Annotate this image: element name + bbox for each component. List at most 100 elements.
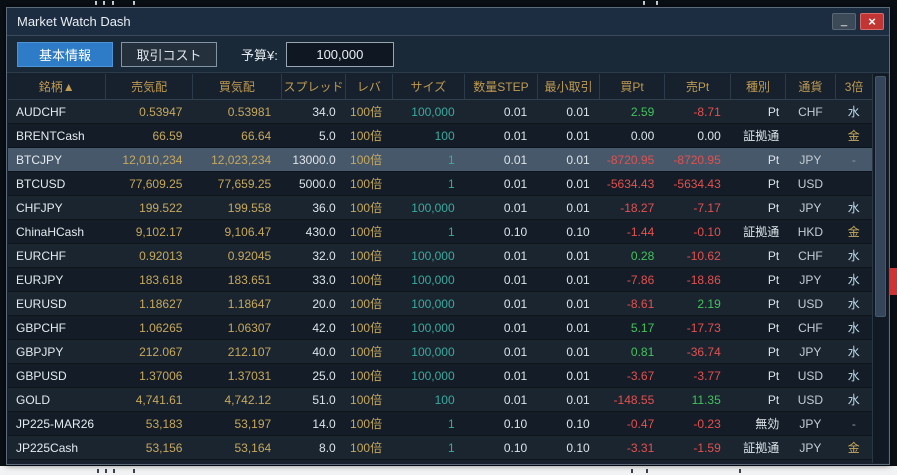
cell-spread: 36.0 [281,195,346,220]
cell-sell_pt: -18.86 [664,267,731,292]
table-row-AUDCHF[interactable]: AUDCHF 0.53947 0.53981 34.0 100倍 100,000 0.01 0… [8,99,872,124]
column-header-symbol[interactable]: 銘柄▲ [8,74,107,100]
column-header-sell_pt[interactable]: 売Pt [664,74,732,100]
cell-ask: 1.18647 [192,291,282,316]
table-header-row: 銘柄▲ 売気配 買気配 スプレッド レバ サイズ 数量STEP 最小取引 買Pt 売Pt 種別 通貨 3… [8,74,872,100]
cell-lev: 100倍 [345,243,393,268]
tab-trading-cost[interactable]: 取引コスト [121,41,217,67]
cell-step: 0.01 [464,99,538,124]
table-row-BRENTCash[interactable]: BRENTCash 66.59 66.64 5.0 100倍 100 0.01 0.01 0.0… [8,123,872,148]
cell-buy_pt: -1.44 [599,219,665,244]
tick-mark [105,469,107,473]
cell-spread: 430.0 [281,219,346,244]
cell-sell_pt: 0.00 [664,123,731,148]
cell-sell_pt: -0.23 [664,411,731,436]
column-header-ccy[interactable]: 通貨 [785,74,837,100]
cell-ask: 199.558 [192,195,282,220]
toolbar: 基本情報 取引コスト 予算¥: [7,36,889,73]
cell-bid: 66.59 [105,123,193,148]
cell-spread: 33.0 [281,267,346,292]
tick-mark [631,469,633,473]
table-row-BTCUSD[interactable]: BTCUSD 77,609.25 77,659.25 5000.0 100倍 1 0.01 0… [8,171,872,196]
cell-triple [835,171,872,196]
table-row-EURUSD[interactable]: EURUSD 1.18627 1.18647 20.0 100倍 100,000 0.01 0… [8,291,872,316]
tick-mark [97,469,99,473]
cell-triple: 水 [835,339,872,364]
cell-ccy: CHF [785,243,836,268]
cell-step: 0.10 [464,411,538,436]
title-bar[interactable]: Market Watch Dash _ × [7,8,889,36]
cell-lev: 100倍 [345,267,393,292]
cell-symbol: CHFJPY [8,195,106,220]
cell-size: 100,000 [392,243,465,268]
table-row-EURJPY[interactable]: EURJPY 183.618 183.651 33.0 100倍 100,000 0.01 0… [8,267,872,292]
cell-triple: 金 [835,219,872,244]
column-header-size[interactable]: サイズ [392,74,466,100]
cell-ccy [785,123,836,148]
cell-spread: 8.0 [281,435,346,460]
budget-input[interactable] [285,41,394,67]
table-row-GBPUSD[interactable]: GBPUSD 1.37006 1.37031 25.0 100倍 100,000 0.01 0… [8,363,872,388]
cell-sell_pt: -3.77 [664,363,731,388]
table-row-JP225-MAR26[interactable]: JP225-MAR26 53,183 53,197 14.0 100倍 1 0.10 0.10… [8,411,872,436]
close-button[interactable]: × [860,13,884,30]
cell-lev: 100倍 [345,339,393,364]
cell-lev: 100倍 [345,171,393,196]
cell-min: 0.01 [537,147,600,172]
column-header-step[interactable]: 数量STEP [464,74,538,100]
market-table: 銘柄▲ 売気配 買気配 スプレッド レバ サイズ 数量STEP 最小取引 買Pt 売Pt 種別 通貨 3… [8,74,872,463]
column-header-bid[interactable]: 売気配 [105,74,193,100]
cell-bid: 53,183 [105,411,193,436]
table-row-EURCHF[interactable]: EURCHF 0.92013 0.92045 32.0 100倍 100,000 0.01 0… [8,243,872,268]
cell-size: 100,000 [392,339,465,364]
vertical-scrollbar[interactable] [872,74,888,463]
cell-size: 100,000 [392,315,465,340]
cell-buy_pt: -7.86 [599,267,665,292]
desktop-top-strip [0,0,897,7]
cell-size: 100,000 [392,99,465,124]
cell-step: 0.01 [464,387,538,412]
cell-ask: 9,106.47 [192,219,282,244]
cell-ask: 1.06307 [192,315,282,340]
cell-min: 0.01 [537,123,600,148]
tick-mark [739,469,741,473]
cell-size: 1 [392,435,465,460]
cell-sell_pt: -36.74 [664,339,731,364]
cell-min: 0.01 [537,363,600,388]
cell-size: 100,000 [392,267,465,292]
cell-lev: 100倍 [345,195,393,220]
column-header-buy_pt[interactable]: 買Pt [599,74,665,100]
column-header-ask[interactable]: 買気配 [192,74,282,100]
cell-bid: 0.53947 [105,99,193,124]
table-row-GBPCHF[interactable]: GBPCHF 1.06265 1.06307 42.0 100倍 100,000 0.01 0… [8,315,872,340]
cell-type: 無効 [730,411,786,436]
cell-buy_pt: 0.00 [599,123,665,148]
column-header-min[interactable]: 最小取引 [537,74,601,100]
cell-spread: 25.0 [281,363,346,388]
table-row-GBPJPY[interactable]: GBPJPY 212.067 212.107 40.0 100倍 100,000 0.01 0… [8,339,872,364]
column-header-triple[interactable]: 3倍 [835,74,872,100]
cell-lev: 100倍 [345,363,393,388]
cell-triple: 水 [835,315,872,340]
cell-buy_pt: -8720.95 [599,147,665,172]
column-header-type[interactable]: 種別 [730,74,786,100]
column-header-spread[interactable]: スプレッド [281,74,347,100]
tab-basic-info[interactable]: 基本情報 [17,41,113,67]
column-header-lev[interactable]: レバ [345,74,393,100]
tick-mark [95,1,97,5]
tick-mark [133,469,135,473]
table-row-CHFJPY[interactable]: CHFJPY 199.522 199.558 36.0 100倍 100,000 0.01 0… [8,195,872,220]
desktop-bottom-strip [0,466,897,475]
cell-size: 1 [392,147,465,172]
table-row-JP225Cash[interactable]: JP225Cash 53,156 53,164 8.0 100倍 1 0.10 0.10 -3.… [8,435,872,460]
table-row-ChinaHCash[interactable]: ChinaHCash 9,102.17 9,106.47 430.0 100倍 1 0.10… [8,219,872,244]
table-row-BTCJPY[interactable]: BTCJPY 12,010,234 12,023,234 13000.0 100倍 1 0.… [8,147,872,172]
cell-spread: 40.0 [281,339,346,364]
cell-ccy: USD [785,387,836,412]
cell-sell_pt: -8720.95 [664,147,731,172]
cell-min: 0.10 [537,219,600,244]
table-row-GOLD[interactable]: GOLD 4,741.61 4,742.12 51.0 100倍 100 0.01 0.01-… [8,387,872,412]
cell-ask: 183.651 [192,267,282,292]
minimize-button[interactable]: _ [832,13,856,30]
scrollbar-thumb[interactable] [875,76,886,318]
